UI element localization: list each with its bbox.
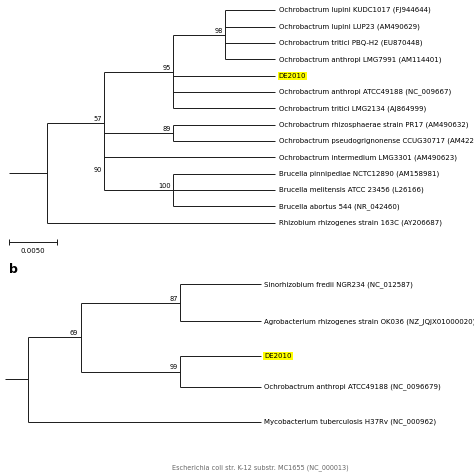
Text: 87: 87 xyxy=(169,296,178,302)
Text: DE2010: DE2010 xyxy=(264,353,292,359)
Text: Ochrobactrum pseudogrignonense CCUG30717 (AM422371): Ochrobactrum pseudogrignonense CCUG30717… xyxy=(279,138,474,144)
Text: 89: 89 xyxy=(162,126,171,132)
Text: Escherichia coli str. K-12 substr. MC1655 (NC_000013): Escherichia coli str. K-12 substr. MC165… xyxy=(173,464,349,471)
Text: 69: 69 xyxy=(70,330,78,336)
Text: Ochrobactrum tritici LMG2134 (AJ864999): Ochrobactrum tritici LMG2134 (AJ864999) xyxy=(279,105,426,111)
Text: Ochrobactrum tritici PBQ-H2 (EU870448): Ochrobactrum tritici PBQ-H2 (EU870448) xyxy=(279,40,422,46)
Text: Brucella pinnipediae NCTC12890 (AM158981): Brucella pinnipediae NCTC12890 (AM158981… xyxy=(279,171,439,177)
Text: DE2010: DE2010 xyxy=(279,73,306,79)
Text: b: b xyxy=(9,263,18,275)
Text: Ochrobactrum lupini KUDC1017 (FJ944644): Ochrobactrum lupini KUDC1017 (FJ944644) xyxy=(279,7,430,13)
Text: Agrobacterium rhizogenes strain OK036 (NZ_JQJX01000020): Agrobacterium rhizogenes strain OK036 (N… xyxy=(264,318,474,325)
Text: Rhizobium rhizogenes strain 163C (AY206687): Rhizobium rhizogenes strain 163C (AY2066… xyxy=(279,219,442,226)
Text: Ochrobactrum anthropi ATCC49188 (NC_0096679): Ochrobactrum anthropi ATCC49188 (NC_0096… xyxy=(264,383,441,390)
Text: Ochrobactrum anthropi ATCC49188 (NC_009667): Ochrobactrum anthropi ATCC49188 (NC_0096… xyxy=(279,89,451,95)
Text: Ochrobactrum intermedium LMG3301 (AM490623): Ochrobactrum intermedium LMG3301 (AM4906… xyxy=(279,154,457,161)
Text: Ochrobactrum rhizosphaerae strain PR17 (AM490632): Ochrobactrum rhizosphaerae strain PR17 (… xyxy=(279,121,468,128)
Text: 98: 98 xyxy=(214,28,223,34)
Text: 57: 57 xyxy=(93,116,102,122)
Text: 90: 90 xyxy=(93,167,102,173)
Text: Brucella melitensis ATCC 23456 (L26166): Brucella melitensis ATCC 23456 (L26166) xyxy=(279,187,423,193)
Text: Ochrobactrum lupini LUP23 (AM490629): Ochrobactrum lupini LUP23 (AM490629) xyxy=(279,23,419,30)
Text: Ochrobactrum anthropi LMG7991 (AM114401): Ochrobactrum anthropi LMG7991 (AM114401) xyxy=(279,56,441,63)
Text: Brucella abortus 544 (NR_042460): Brucella abortus 544 (NR_042460) xyxy=(279,203,399,210)
Text: Sinorhizobium fredii NGR234 (NC_012587): Sinorhizobium fredii NGR234 (NC_012587) xyxy=(264,281,413,288)
Text: 95: 95 xyxy=(162,65,171,71)
Text: Mycobacterium tuberculosis H37Rv (NC_000962): Mycobacterium tuberculosis H37Rv (NC_000… xyxy=(264,418,437,425)
Text: 100: 100 xyxy=(158,183,171,189)
Text: 0.0050: 0.0050 xyxy=(21,248,46,254)
Text: 99: 99 xyxy=(170,365,178,371)
